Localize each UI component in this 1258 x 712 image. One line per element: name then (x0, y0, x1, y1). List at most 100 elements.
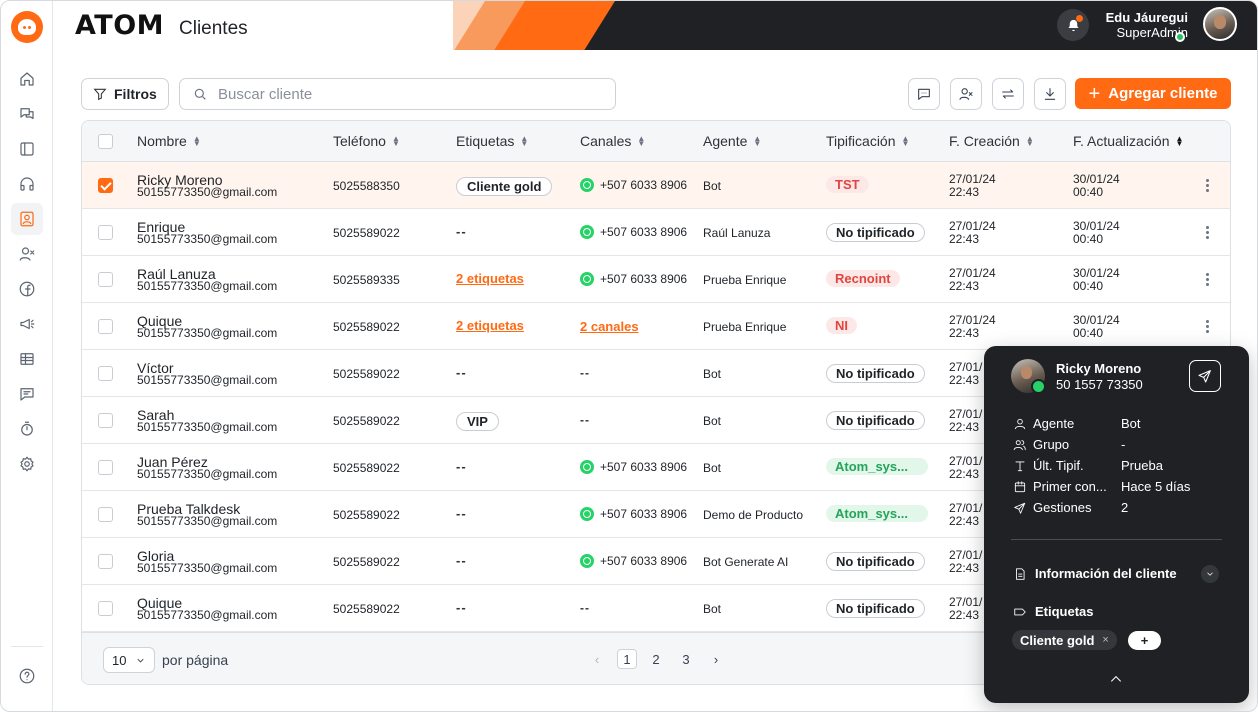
row-checkbox[interactable] (98, 601, 113, 616)
row-checkbox[interactable] (98, 178, 113, 193)
client-name[interactable]: Enrique (137, 219, 186, 235)
user-avatar[interactable] (1203, 7, 1237, 41)
arrows-swap-icon (1002, 89, 1014, 99)
row-checkbox[interactable] (98, 413, 113, 428)
headset-icon[interactable] (11, 168, 43, 200)
table-header: Nombre ▲ ▼ Teléfono ▲ ▼ Etiquetas ▲ ▼ Canales ▲… (82, 121, 1230, 162)
channel-phone: +507 6033 8906 (600, 178, 688, 192)
table-row[interactable]: Raúl Lanuza 50155773350@gmail.com 50255893… (82, 256, 1230, 303)
created-time: 22:43 (949, 326, 980, 340)
page-2-button[interactable]: 2 (652, 651, 660, 667)
column-header-agente[interactable]: Agente ▲ ▼ (703, 133, 762, 149)
column-header-f-creacion[interactable]: F. Creación ▲ ▼ (949, 133, 1034, 149)
remove-tag-button[interactable]: × (1102, 634, 1109, 646)
row-menu-icon[interactable] (1200, 176, 1214, 194)
contacts-icon[interactable] (11, 203, 43, 235)
collapse-popover-button[interactable] (1106, 672, 1126, 686)
row-menu-icon[interactable] (1200, 223, 1214, 241)
download-button[interactable] (1034, 78, 1066, 110)
select-all-checkbox[interactable] (98, 134, 113, 149)
table-row[interactable]: Ricky Moreno 50155773350@gmail.com 5025588… (82, 162, 1230, 209)
tags-link[interactable]: 2 etiquetas (456, 271, 524, 286)
column-header-tipificacion[interactable]: Tipificación ▲ ▼ (826, 133, 910, 149)
client-name[interactable]: Prueba Talkdesk (137, 501, 241, 517)
column-header-etiquetas[interactable]: Etiquetas ▲ ▼ (456, 133, 529, 149)
table-row[interactable]: Quique 50155773350@gmail.com 5025589022 2 e… (82, 303, 1230, 350)
column-header-canales[interactable]: Canales ▲ ▼ (580, 133, 646, 149)
swap-button[interactable] (992, 78, 1024, 110)
brand-logo[interactable]: ATOM (75, 10, 165, 41)
tipification-cell: Recnoint (826, 270, 900, 292)
layout-icon[interactable] (11, 133, 43, 165)
search-box[interactable] (179, 78, 616, 110)
megaphone-icon[interactable] (11, 308, 43, 340)
row-checkbox[interactable] (98, 272, 113, 287)
empty-value: -- (456, 553, 467, 568)
client-name[interactable]: Víctor (137, 360, 174, 376)
client-phone: 5025588350 (333, 179, 400, 193)
per-page-select[interactable]: 10 (103, 647, 155, 673)
timer-icon[interactable] (11, 413, 43, 445)
whatsapp-icon (580, 460, 594, 474)
client-name[interactable]: Ricky Moreno (137, 172, 223, 188)
client-name[interactable]: Quique (137, 595, 183, 611)
client-name[interactable]: Gloria (137, 548, 175, 564)
row-menu-icon[interactable] (1200, 317, 1214, 335)
user-x-icon[interactable] (11, 238, 43, 270)
atom-logo[interactable] (11, 11, 43, 43)
row-checkbox[interactable] (98, 460, 113, 475)
row-checkbox[interactable] (98, 225, 113, 240)
chat-icon[interactable] (11, 98, 43, 130)
home-icon[interactable] (11, 63, 43, 95)
channels-link[interactable]: 2 canales (580, 319, 639, 334)
settings-icon[interactable] (11, 448, 43, 480)
row-checkbox[interactable] (98, 554, 113, 569)
tag-chip[interactable]: Cliente gold (456, 177, 553, 196)
search-input[interactable] (218, 85, 598, 103)
client-info-section[interactable]: Información del cliente (1013, 566, 1177, 581)
client-name[interactable]: Raúl Lanuza (137, 266, 216, 282)
column-header-f-actualizacion[interactable]: F. Actualización ▲ ▼ (1073, 133, 1184, 149)
bell-icon (1068, 19, 1078, 31)
tags-link[interactable]: 2 etiquetas (456, 318, 524, 333)
filters-button[interactable]: Filtros (81, 78, 169, 110)
client-email: 50155773350@gmail.com (137, 232, 278, 246)
channel-phone: +507 6033 8906 (600, 460, 688, 474)
add-tag-button[interactable]: + (1128, 631, 1161, 650)
table-row[interactable]: Sarah 50155773350@gmail.com 5025589022 VIP -… (82, 397, 1230, 444)
column-header-telefono[interactable]: Teléfono ▲ ▼ (333, 133, 400, 149)
client-name[interactable]: Juan Pérez (137, 454, 208, 470)
messages-button[interactable] (908, 78, 940, 110)
column-header-nombre[interactable]: Nombre ▲ ▼ (137, 133, 201, 149)
agent-cell: Bot (703, 461, 722, 475)
empty-value: -- (456, 600, 467, 615)
client-name[interactable]: Quique (137, 313, 183, 329)
client-email: 50155773350@gmail.com (137, 279, 278, 293)
tipification-badge: TST (826, 176, 869, 193)
row-menu-icon[interactable] (1200, 270, 1214, 288)
table-icon[interactable] (11, 343, 43, 375)
help-icon[interactable] (11, 660, 43, 692)
table-row[interactable]: Enrique 50155773350@gmail.com 5025589022 --… (82, 209, 1230, 256)
prev-page-button[interactable]: ‹ (594, 651, 600, 667)
chevron-up-icon (1110, 675, 1122, 682)
tags-cell: VIP (456, 412, 499, 431)
page-3-button[interactable]: 3 (682, 651, 690, 667)
row-checkbox[interactable] (98, 366, 113, 381)
client-email: 50155773350@gmail.com (137, 373, 278, 387)
row-checkbox[interactable] (98, 319, 113, 334)
row-checkbox[interactable] (98, 507, 113, 522)
next-page-button[interactable]: › (713, 651, 719, 667)
page-1-button[interactable]: 1 (617, 649, 637, 669)
remove-user-button[interactable] (950, 78, 982, 110)
notifications-button[interactable] (1057, 9, 1089, 41)
send-message-button[interactable] (1189, 360, 1221, 392)
facebook-icon[interactable] (11, 273, 43, 305)
agent-cell: Raúl Lanuza (703, 226, 771, 240)
client-name[interactable]: Sarah (137, 407, 175, 423)
tag-chip[interactable]: VIP (456, 412, 499, 431)
add-client-button[interactable]: + Agregar cliente (1075, 78, 1231, 109)
expand-info-button[interactable] (1201, 565, 1219, 583)
message-icon[interactable] (11, 378, 43, 410)
